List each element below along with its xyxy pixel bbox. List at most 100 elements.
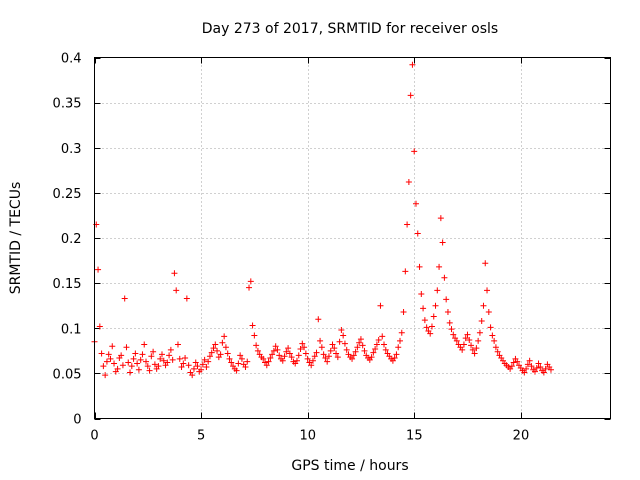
data-point (299, 340, 306, 347)
data-point (242, 364, 249, 371)
data-point (444, 309, 451, 316)
data-point (460, 341, 467, 348)
data-point (453, 337, 460, 344)
data-point (283, 348, 290, 355)
data-point (199, 361, 206, 368)
data-point (150, 348, 157, 355)
y-axis: 0 0.05 0.1 0.15 0.2 0.25 0.3 0.35 0.4 (53, 52, 82, 428)
data-point (437, 215, 444, 222)
data-point (210, 345, 217, 352)
data-point (201, 356, 208, 363)
data-point (102, 372, 109, 379)
data-point (144, 363, 151, 370)
data-point (235, 360, 242, 367)
data-point (336, 338, 343, 345)
data-point (340, 332, 347, 339)
data-point (146, 367, 153, 374)
data-point (407, 92, 414, 99)
data-point (265, 358, 272, 365)
data-point (318, 344, 325, 351)
data-point (180, 360, 187, 367)
data-point (244, 358, 251, 365)
data-point (304, 355, 311, 362)
data-point (521, 369, 528, 376)
data-point (508, 363, 515, 370)
y-tick-label: 0.35 (53, 97, 82, 112)
data-point (464, 331, 471, 338)
data-point (183, 295, 190, 302)
plot-frame (94, 57, 611, 419)
data-point (254, 347, 261, 354)
data-point (164, 359, 171, 366)
data-point (214, 347, 221, 354)
data-point (297, 346, 304, 353)
data-point (523, 365, 530, 372)
y-tick-label: 0.25 (53, 187, 82, 202)
y-tick-label: 0.4 (61, 52, 82, 67)
data-point (542, 365, 549, 372)
data-point (293, 357, 300, 364)
data-point (185, 362, 192, 369)
data-point (158, 351, 165, 358)
data-point (341, 340, 348, 347)
data-point (393, 351, 400, 358)
data-point (359, 342, 366, 349)
data-point (205, 358, 212, 365)
data-point (212, 341, 219, 348)
data-point (128, 363, 135, 370)
data-points (91, 61, 554, 379)
data-point (528, 363, 535, 370)
data-point (206, 353, 213, 360)
data-point (96, 323, 103, 330)
data-point (373, 341, 380, 348)
data-point (246, 284, 253, 291)
y-tick-label: 0.1 (61, 322, 82, 337)
data-point (398, 329, 405, 336)
data-point (377, 302, 384, 309)
data-point (439, 239, 446, 246)
data-point (324, 358, 331, 365)
data-point (356, 339, 363, 346)
data-point (178, 364, 185, 371)
data-point (309, 357, 316, 364)
data-point (217, 351, 224, 358)
data-point (372, 346, 379, 353)
data-point (409, 61, 416, 68)
data-point (441, 274, 448, 281)
x-tick-label: 10 (299, 429, 316, 444)
data-point (484, 287, 491, 294)
data-point (95, 266, 102, 273)
data-point (400, 309, 407, 316)
data-point (285, 345, 292, 352)
data-point (226, 355, 233, 362)
data-point (224, 350, 231, 357)
data-point (382, 346, 389, 353)
data-point (302, 350, 309, 357)
data-point (190, 365, 197, 372)
data-point (485, 309, 492, 316)
data-point (143, 358, 150, 365)
data-point (219, 339, 226, 346)
data-point (446, 319, 453, 326)
data-point (132, 350, 139, 357)
data-point (233, 367, 240, 374)
data-point (189, 372, 196, 379)
data-point (466, 336, 473, 343)
data-point (476, 329, 483, 336)
data-point (267, 355, 274, 362)
x-tick-label: 15 (406, 429, 423, 444)
data-point (281, 353, 288, 360)
data-point (427, 330, 434, 337)
data-point (100, 363, 107, 370)
data-point (249, 322, 256, 329)
data-point (420, 305, 427, 312)
data-point (109, 343, 116, 350)
data-point (432, 302, 439, 309)
data-point (315, 316, 322, 323)
data-point (123, 344, 130, 351)
data-point (301, 344, 308, 351)
data-point (166, 352, 173, 359)
data-point (279, 357, 286, 364)
y-tick-label: 0.2 (61, 232, 82, 247)
